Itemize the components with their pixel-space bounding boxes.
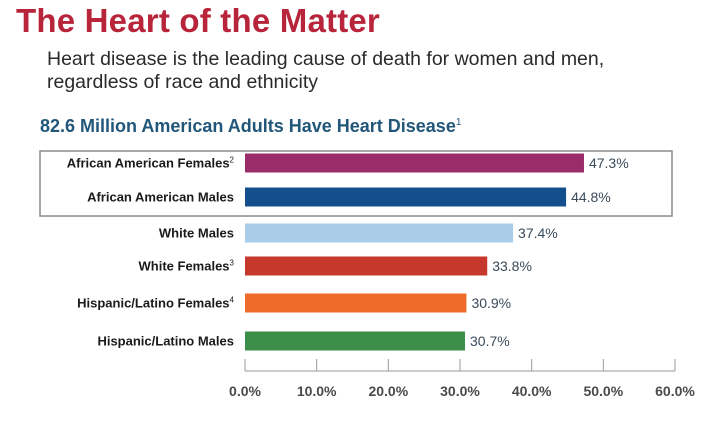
bar — [245, 256, 488, 276]
value-label: 30.7% — [470, 333, 510, 349]
value-label: 33.8% — [492, 258, 532, 274]
category-label: White Females3 — [139, 259, 235, 274]
page-title: The Heart of the Matter — [16, 2, 380, 39]
bar — [245, 223, 514, 243]
value-label: 30.9% — [471, 295, 511, 311]
value-label: 44.8% — [571, 189, 611, 205]
x-tick-label: 20.0% — [368, 383, 408, 399]
x-tick-label: 30.0% — [440, 383, 480, 399]
x-tick-label: 0.0% — [229, 383, 261, 399]
category-label: White Males — [159, 226, 234, 241]
bar — [245, 153, 584, 173]
category-label: African American Females2 — [67, 156, 235, 171]
bar — [245, 331, 466, 351]
category-footnote: 3 — [230, 259, 235, 268]
category-footnote: 4 — [230, 296, 235, 305]
value-label: 37.4% — [518, 225, 558, 241]
subtitle: Heart disease is the leading cause of de… — [47, 48, 605, 93]
category-footnote: 2 — [230, 156, 235, 165]
chart-title-footnote: 1 — [455, 117, 462, 128]
category-label: Hispanic/Latino Males — [97, 334, 234, 349]
x-tick-label: 60.0% — [655, 383, 695, 399]
x-tick-label: 40.0% — [512, 383, 552, 399]
x-tick-label: 10.0% — [297, 383, 337, 399]
bar — [245, 293, 467, 313]
highlight-box — [39, 150, 673, 217]
category-label: African American Males — [87, 190, 234, 205]
bar — [245, 187, 567, 207]
chart-title: 82.6 Million American Adults Have Heart … — [40, 116, 461, 137]
x-tick-label: 50.0% — [583, 383, 623, 399]
category-label: Hispanic/Latino Females4 — [77, 296, 234, 311]
chart-title-text: 82.6 Million American Adults Have Heart … — [40, 116, 456, 136]
value-label: 47.3% — [589, 155, 629, 171]
